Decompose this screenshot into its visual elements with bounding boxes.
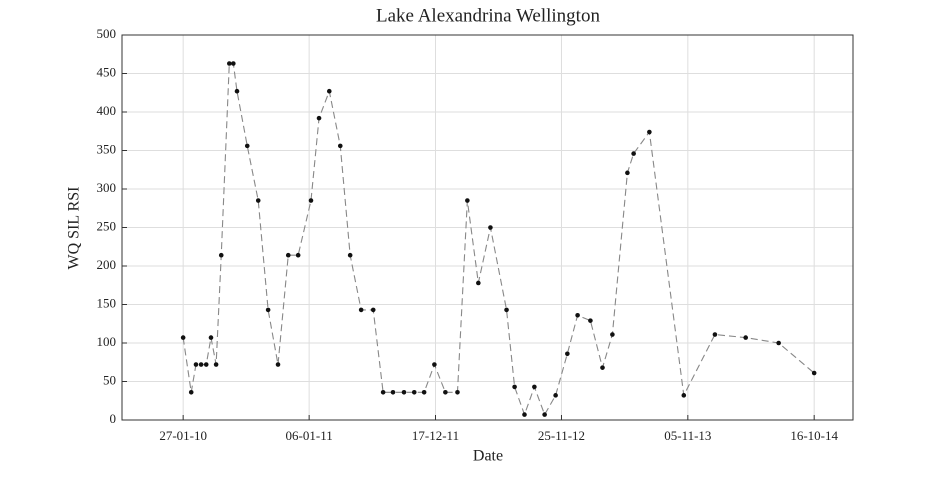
- data-point: [193, 362, 199, 367]
- x-tick-label: 06-01-11: [286, 428, 333, 443]
- data-point: [522, 412, 527, 417]
- data-point: [326, 88, 332, 94]
- data-point: [231, 61, 236, 66]
- y-tick-label: 0: [110, 411, 117, 426]
- data-point: [631, 151, 636, 156]
- x-tick-label: 05-11-13: [664, 428, 711, 443]
- data-point: [600, 365, 605, 370]
- data-point: [244, 143, 250, 149]
- data-point: [553, 393, 558, 398]
- data-point: [208, 335, 214, 340]
- data-point: [532, 384, 537, 390]
- data-point: [401, 389, 407, 395]
- data-point: [203, 362, 209, 367]
- plot-frame: [121, 34, 854, 421]
- data-point: [347, 252, 353, 258]
- data-point: [512, 384, 517, 390]
- data-point: [308, 198, 314, 203]
- data-point: [337, 143, 343, 149]
- data-point: [776, 340, 781, 346]
- data-point: [234, 88, 240, 94]
- data-point: [575, 312, 580, 318]
- data-point: [188, 389, 194, 395]
- data-point: [488, 225, 493, 230]
- y-tick-label: 150: [97, 295, 117, 310]
- data-point: [180, 335, 186, 340]
- x-tick-label: 16-10-14: [790, 428, 838, 443]
- data-point: [504, 307, 509, 313]
- y-tick-label: 50: [103, 372, 116, 387]
- data-point: [565, 351, 570, 357]
- data-point: [255, 198, 261, 203]
- x-tick-label: 25-11-12: [538, 428, 585, 443]
- data-point: [625, 170, 630, 176]
- data-point: [432, 362, 437, 367]
- data-point: [647, 129, 652, 135]
- data-point: [465, 198, 470, 203]
- data-point: [198, 362, 204, 367]
- data-point: [411, 389, 417, 395]
- data-point: [476, 280, 481, 286]
- data-point: [455, 389, 460, 395]
- data-point: [610, 332, 615, 337]
- y-tick-label: 500: [97, 26, 117, 41]
- data-point: [811, 370, 817, 376]
- data-point: [213, 362, 219, 367]
- y-tick-label: 350: [97, 141, 117, 156]
- data-point: [421, 389, 427, 395]
- y-tick-label: 450: [97, 64, 117, 79]
- data-point: [316, 115, 322, 121]
- x-tick-label: 17-12-11: [412, 428, 459, 443]
- data-line: [182, 62, 815, 417]
- x-axis-label: Date: [473, 448, 503, 465]
- data-point: [265, 307, 271, 313]
- data-point: [227, 61, 232, 66]
- data-point: [443, 389, 448, 395]
- data-point: [681, 393, 687, 398]
- y-axis-label: WQ SIL RSI: [66, 187, 83, 270]
- y-tick-label: 200: [97, 257, 117, 272]
- data-point: [358, 307, 364, 313]
- data-point: [712, 332, 718, 337]
- data-point: [285, 252, 291, 258]
- data-point: [295, 252, 301, 258]
- data-point: [390, 389, 396, 395]
- y-tick-label: 300: [97, 180, 117, 195]
- y-tick-label: 250: [97, 218, 117, 233]
- x-tick-label: 27-01-10: [159, 428, 207, 443]
- data-point: [370, 307, 376, 313]
- data-point: [743, 335, 748, 340]
- data-point: [542, 412, 547, 417]
- chart-title: Lake Alexandrina Wellington: [376, 5, 600, 26]
- data-point: [218, 252, 224, 258]
- data-point: [275, 362, 281, 367]
- data-point: [588, 318, 593, 323]
- data-point: [380, 389, 386, 395]
- y-tick-label: 100: [97, 334, 117, 349]
- y-tick-label: 400: [97, 103, 117, 118]
